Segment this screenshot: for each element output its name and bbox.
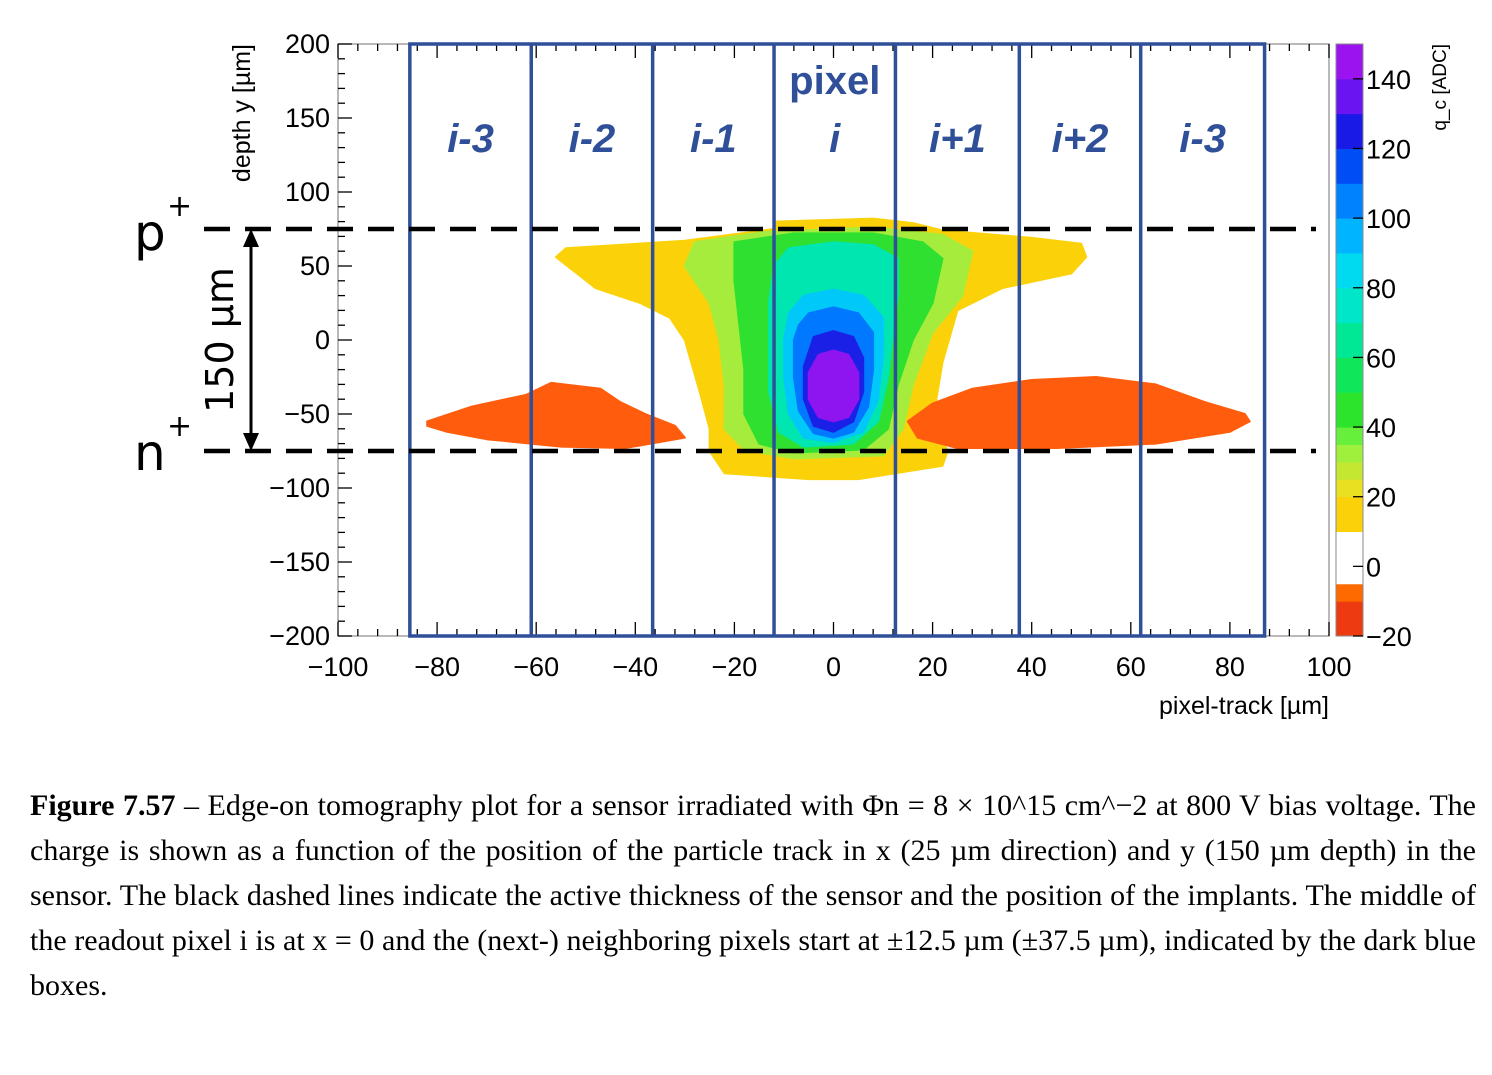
colorbar-tick-label: 140 [1366,65,1411,95]
plot-labels: pixel-track [µm]depth y [µm] q_c [ADC]p +n… [134,44,1451,720]
pixel-label: i+1 [929,117,986,161]
colorbar-segment [1336,252,1363,289]
colorbar-segment [1336,78,1363,115]
heatmap-regions [426,217,1251,481]
colorbar-segment [1336,392,1363,428]
y-tick-label: −100 [269,473,330,503]
x-tick-label: 20 [918,652,948,682]
arrowhead-up [243,229,259,247]
colorbar-segment [1336,322,1363,358]
colorbar-tick-label: 0 [1366,552,1381,582]
colorbar-border [1335,43,1364,637]
figure-caption: Figure 7.57 – Edge-on tomography plot fo… [30,783,1476,1008]
x-axis-title: pixel-track [µm] [1159,692,1329,720]
colorbar-segment [1336,357,1363,393]
p-implant-label: p [134,204,166,262]
colorbar-tick-label: 20 [1366,483,1396,513]
colorbar-segment [1336,601,1363,637]
colorbar-segment [1336,461,1363,480]
tomography-figure: −100 −80 −60 −40 −20 0 20 40 60 80 100−200−150−100… [134,29,1451,720]
caption-label: Figure 7.57 [30,789,176,822]
pixel-label: i+2 [1052,117,1109,161]
colorbar-segment [1336,566,1363,585]
axis-ticks: −100 −80 −60 −40 −20 0 20 40 60 80 100−200−150−100… [269,29,1351,682]
implant-lines [204,226,1316,454]
colorbar-segment [1336,444,1363,463]
colorbar-segment [1336,531,1363,567]
colorbar-segment [1336,44,1363,80]
colorbar-tick-label: 60 [1366,343,1396,373]
thickness-label: 150 µm [198,267,242,413]
y-tick-label: 200 [285,29,330,59]
colorbar-segment [1336,496,1363,533]
colorbar-tick-label: 100 [1366,204,1411,234]
region-negative-left [426,381,686,449]
y-axis-title: depth y [µm] [228,44,256,182]
colorbar-tick-label: −20 [1366,622,1412,652]
colorbar-segment [1336,183,1363,219]
pixel-label: i-2 [569,117,616,161]
y-tick-label: −150 [269,547,330,577]
colorbar-segment [1336,148,1363,184]
colorbar-tick-label: 80 [1366,274,1396,304]
region-negative-right [906,376,1251,449]
x-tick-label: 60 [1116,652,1146,682]
x-tick-label: 0 [826,652,841,682]
pixel-box-outline [408,42,1267,638]
y-tick-label: 0 [315,325,330,355]
y-tick-label: 150 [285,103,330,133]
y-tick-label: 50 [300,251,330,281]
n-implant-label: n [134,424,166,482]
x-tick-label: −20 [711,652,757,682]
x-tick-label: 80 [1215,652,1245,682]
pixel-label: i-1 [690,117,737,161]
pixel-header: pixel [789,59,880,103]
colorbar-segment [1336,583,1363,602]
colorbar-segment [1336,427,1363,445]
x-tick-label: 100 [1306,652,1351,682]
x-tick-label: −100 [308,652,369,682]
colorbar-segment [1336,218,1363,254]
y-tick-label: −200 [269,621,330,651]
colorbar-title: q_c [ADC] [1430,44,1451,131]
x-tick-label: 40 [1017,652,1047,682]
colorbar-segment [1336,113,1363,149]
caption-text: – Edge-on tomography plot for a sensor i… [30,789,1476,1002]
pixel-label: i [829,117,841,161]
colorbar-tick-label: 40 [1366,413,1396,443]
y-tick-label: 100 [285,177,330,207]
p-implant-label-sup: + [167,189,192,224]
colorbar-segment [1336,287,1363,324]
x-tick-label: −80 [414,652,460,682]
colorbar-tick-label: 120 [1366,134,1411,164]
arrowhead-down [243,433,259,451]
colorbar: −20 0 20 40 60 80 100 120 140 [1335,43,1412,652]
n-implant-label-sup: + [167,409,192,444]
pixel-boxes: i-3 i-2 i-1 i i+1 i+2 i-3 pixel [408,42,1267,638]
x-tick-label: −40 [612,652,658,682]
colorbar-segment [1336,479,1363,498]
region-violet [807,349,860,423]
x-tick-label: −60 [513,652,559,682]
pixel-label: i-3 [447,117,494,161]
y-tick-label: −50 [284,399,330,429]
pixel-label: i-3 [1179,117,1226,161]
